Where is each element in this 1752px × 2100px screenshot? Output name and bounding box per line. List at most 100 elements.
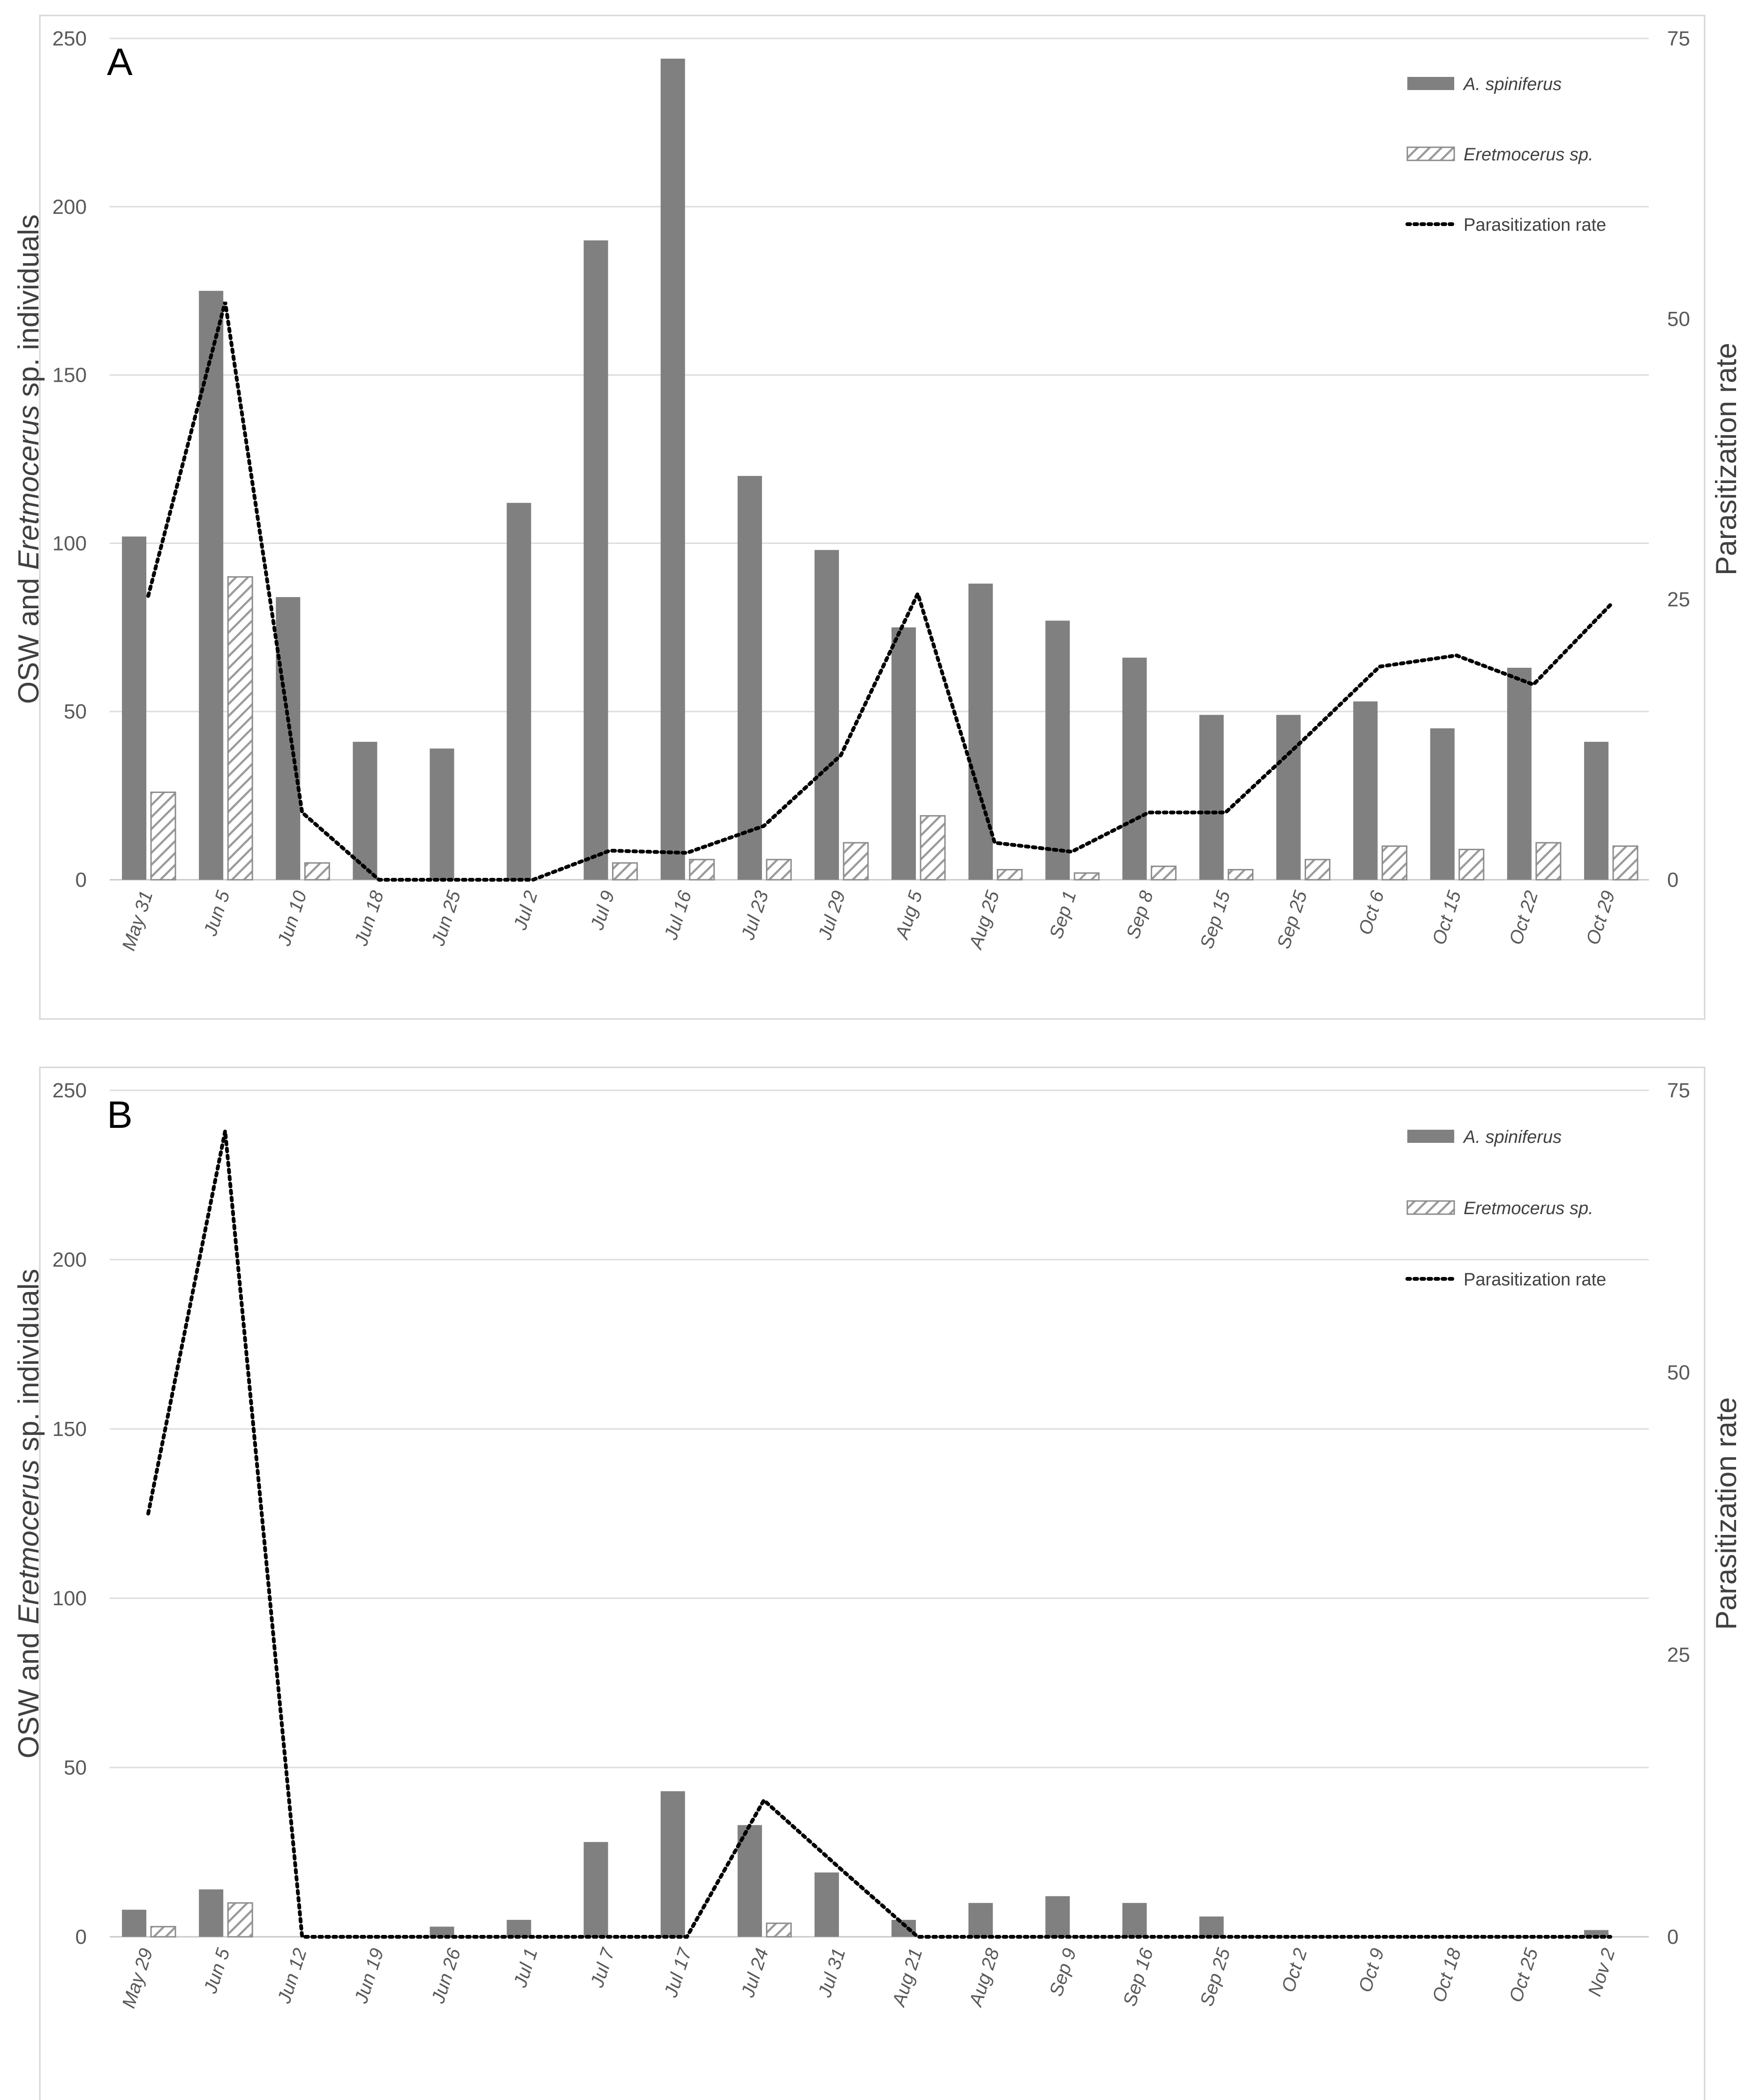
bar-a-spiniferus — [1045, 1896, 1070, 1937]
y-tick-label: 150 — [53, 1418, 87, 1441]
bar-a-spiniferus — [430, 748, 454, 880]
bar-eretmocerus — [766, 1922, 792, 1938]
bar-a-spiniferus — [814, 550, 839, 880]
y-tick-label: 50 — [64, 1756, 87, 1779]
bar-a-spiniferus — [1122, 657, 1147, 880]
legend-label-a-spiniferus: A. spiniferus — [1463, 75, 1562, 94]
bar-a-spiniferus — [1199, 715, 1224, 880]
bar-eretmocerus — [1458, 848, 1485, 881]
bar-eretmocerus — [1227, 869, 1254, 881]
bar-a-spiniferus — [1584, 741, 1609, 880]
bar-a-spiniferus — [199, 1889, 224, 1937]
y2-tick-label: 50 — [1667, 308, 1690, 331]
bar-eretmocerus — [843, 842, 869, 881]
bar-eretmocerus — [920, 815, 946, 881]
bar-a-spiniferus — [583, 240, 608, 880]
bar-eretmocerus — [1150, 865, 1177, 881]
panel-frame — [39, 15, 1706, 1020]
y-axis-title-part: Eretmocerus — [13, 1459, 45, 1624]
legend-swatch-a-spiniferus — [1407, 1130, 1454, 1143]
y2-tick-label: 0 — [1667, 1926, 1678, 1949]
line-parasitization-rate — [146, 302, 1612, 882]
chart-panel-b: 0 50 100 150 200 250 0 25 50 75 OSW and Eretmoceru… — [13, 1066, 1743, 2100]
y-tick-label: 100 — [53, 1587, 87, 1610]
bar-a-spiniferus — [1353, 701, 1378, 880]
bar-eretmocerus — [1305, 859, 1331, 881]
legend-swatch-eretmocerus — [1406, 146, 1455, 161]
line-parasitization-rate — [146, 1130, 1612, 1939]
y-tick-label: 50 — [64, 700, 87, 723]
bar-eretmocerus — [1612, 845, 1639, 881]
y-axis-title-part: Eretmocerus — [13, 405, 45, 570]
chart-panel-a: 0 50 100 150 200 250 0 25 50 75 OSW and Eretmoceru… — [13, 15, 1743, 1020]
y2-tick-label: 75 — [1667, 1079, 1690, 1102]
y-tick-label: 250 — [53, 1079, 87, 1102]
bar-a-spiniferus — [1045, 620, 1070, 880]
legend-label-eretmocerus: Eretmocerus sp. — [1464, 1199, 1593, 1218]
bar-eretmocerus — [227, 1902, 253, 1938]
y-axis-title: OSW and Eretmocerus sp. individuals — [13, 1269, 45, 1758]
y2-tick-label: 25 — [1667, 1643, 1690, 1666]
bar-a-spiniferus — [968, 583, 993, 880]
bar-eretmocerus — [150, 1926, 176, 1938]
panel-label: A — [107, 41, 133, 83]
y-axis-title: OSW and Eretmocerus sp. individuals — [13, 214, 45, 704]
y-axis-title-part: sp. individuals — [13, 214, 45, 405]
bar-a-spiniferus — [506, 503, 531, 880]
bar-a-spiniferus — [276, 597, 301, 880]
bar-a-spiniferus — [353, 741, 378, 880]
bar-a-spiniferus — [814, 1872, 839, 1937]
bar-a-spiniferus — [737, 1825, 762, 1937]
bar-eretmocerus — [304, 862, 330, 881]
bar-a-spiniferus — [122, 1910, 147, 1937]
y-tick-label: 100 — [53, 532, 87, 555]
y2-tick-label: 0 — [1667, 869, 1678, 891]
bar-a-spiniferus — [660, 59, 685, 880]
y2-tick-label: 25 — [1667, 588, 1690, 611]
y-tick-label: 0 — [76, 869, 87, 891]
bar-a-spiniferus — [583, 1842, 608, 1937]
y-axis-title-part: OSW and — [13, 1624, 45, 1759]
bar-eretmocerus — [612, 862, 638, 881]
bar-a-spiniferus — [1276, 715, 1301, 880]
y2-tick-label: 50 — [1667, 1361, 1690, 1384]
bar-a-spiniferus — [506, 1919, 531, 1937]
legend-swatch-a-spiniferus — [1407, 77, 1454, 90]
bar-eretmocerus — [1382, 845, 1408, 881]
bar-eretmocerus — [227, 576, 253, 881]
bar-a-spiniferus — [1507, 667, 1532, 880]
bar-a-spiniferus — [737, 476, 762, 880]
bar-a-spiniferus — [1122, 1903, 1147, 1937]
legend-label-parasitization-rate: Parasitization rate — [1464, 215, 1606, 235]
y2-tick-label: 75 — [1667, 27, 1690, 50]
bar-eretmocerus — [1073, 872, 1100, 881]
legend-label-eretmocerus: Eretmocerus sp. — [1464, 145, 1593, 165]
bar-a-spiniferus — [430, 1926, 454, 1937]
bar-eretmocerus — [150, 791, 176, 881]
bar-eretmocerus — [997, 869, 1023, 881]
bar-a-spiniferus — [660, 1791, 685, 1937]
legend-label-parasitization-rate: Parasitization rate — [1464, 1270, 1606, 1290]
bar-a-spiniferus — [968, 1903, 993, 1937]
y2-axis-title: Parasitization rate — [1710, 343, 1743, 575]
bar-a-spiniferus — [122, 536, 147, 880]
bar-a-spiniferus — [1430, 728, 1455, 880]
legend-label-a-spiniferus: A. spiniferus — [1463, 1127, 1562, 1147]
panel-frame — [39, 1066, 1706, 2100]
bar-a-spiniferus — [891, 627, 916, 880]
panel-label: B — [107, 1094, 133, 1136]
y-tick-label: 0 — [76, 1926, 87, 1949]
y-axis-title-part: OSW and — [13, 570, 45, 704]
y-tick-label: 200 — [53, 196, 87, 219]
y2-axis-title: Parasitization rate — [1710, 1397, 1743, 1630]
bar-eretmocerus — [689, 859, 715, 881]
y-tick-label: 250 — [53, 27, 87, 50]
y-axis-title-part: sp. individuals — [13, 1269, 45, 1459]
bar-eretmocerus — [766, 859, 792, 881]
legend-swatch-eretmocerus — [1406, 1200, 1455, 1215]
y-tick-label: 200 — [53, 1248, 87, 1271]
bar-eretmocerus — [1535, 842, 1562, 881]
bar-a-spiniferus — [199, 291, 224, 880]
y-tick-label: 150 — [53, 364, 87, 387]
